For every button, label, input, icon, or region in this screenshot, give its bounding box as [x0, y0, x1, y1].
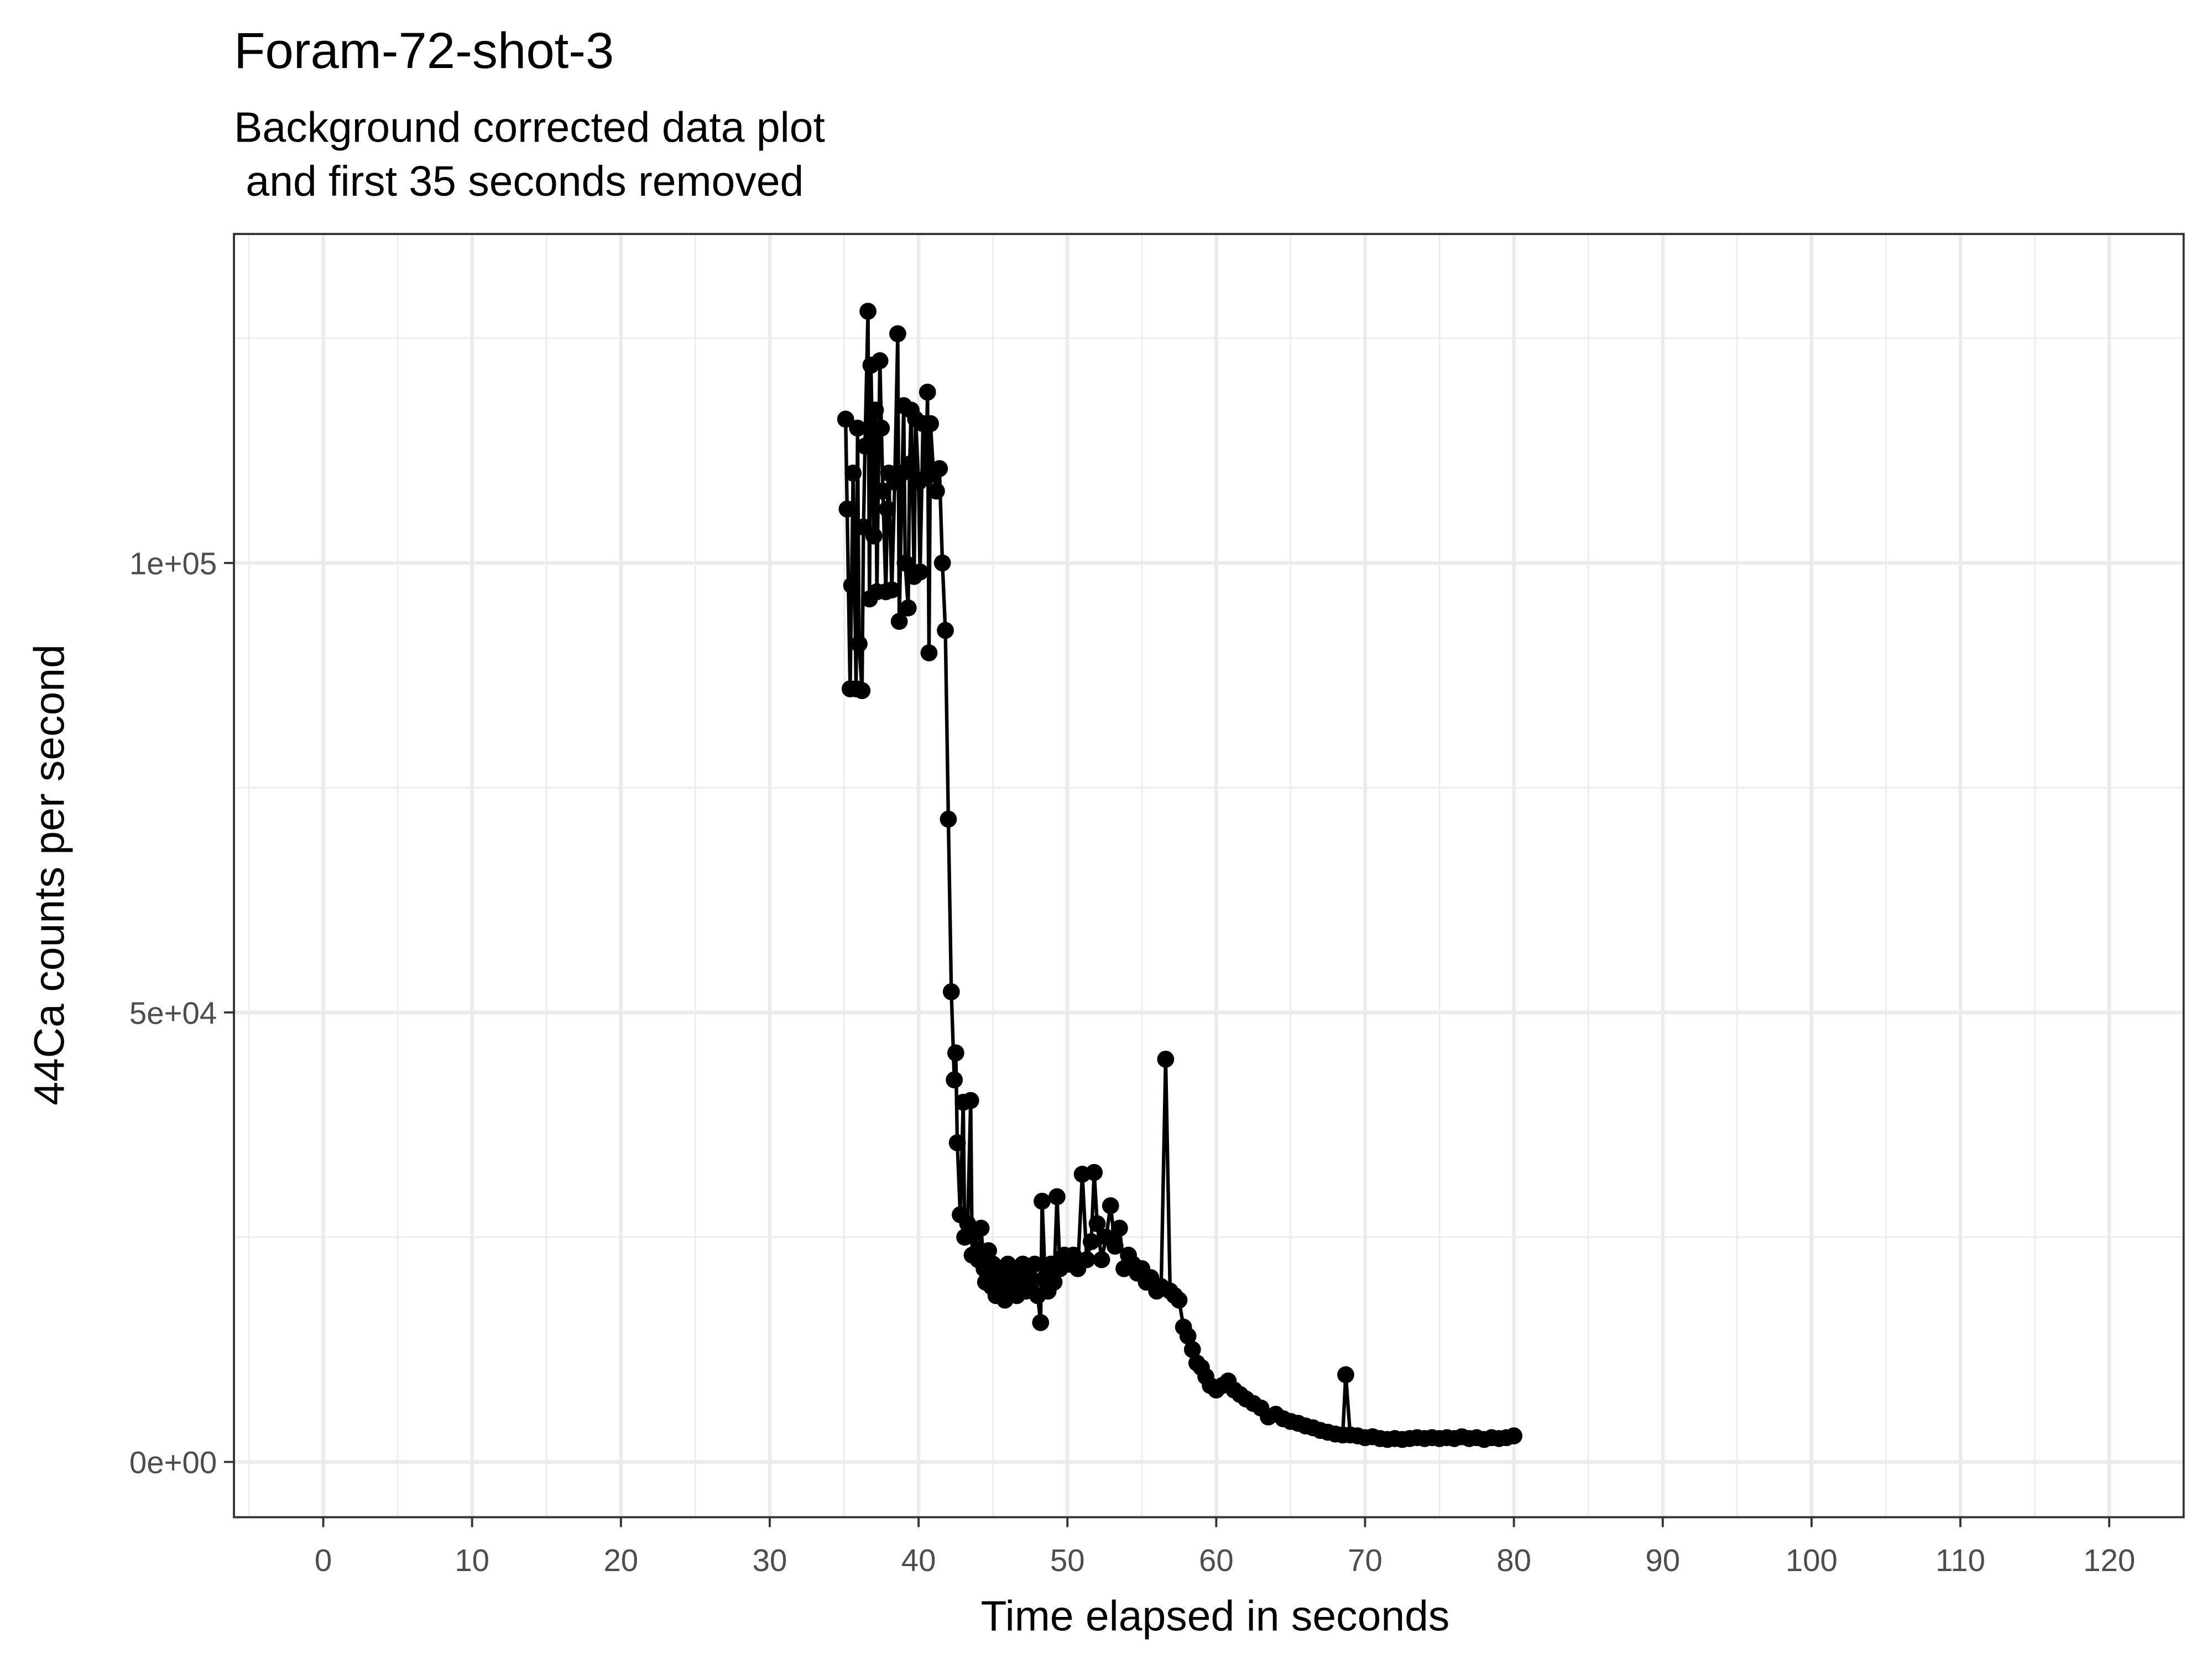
y-axis-title: 44Ca counts per second [25, 644, 73, 1105]
data-point [942, 983, 960, 1000]
data-point [849, 419, 867, 437]
data-point [865, 527, 883, 545]
data-point [946, 1071, 963, 1089]
data-point [856, 437, 874, 455]
data-point [853, 682, 871, 700]
x-tick-label: 80 [1496, 1543, 1531, 1578]
data-point [980, 1242, 997, 1259]
data-point [1078, 1251, 1095, 1269]
data-point [889, 325, 906, 342]
data-point [920, 644, 938, 661]
data-point [947, 1044, 964, 1062]
data-point [890, 613, 908, 630]
data-point [937, 622, 954, 639]
data-point [1086, 1164, 1103, 1181]
data-point [859, 302, 877, 320]
data-point [867, 401, 884, 419]
chart-subtitle: Background corrected data plot [234, 103, 825, 151]
x-tick-label: 10 [455, 1543, 489, 1578]
data-point [883, 581, 901, 599]
x-tick-label: 110 [1936, 1543, 1985, 1578]
x-tick-label: 20 [603, 1543, 638, 1578]
data-point [1183, 1341, 1201, 1358]
data-point [843, 577, 860, 594]
data-point [851, 635, 868, 653]
data-point [931, 460, 948, 477]
data-point [1093, 1251, 1110, 1269]
data-point [1048, 1188, 1066, 1206]
data-point [1034, 1192, 1051, 1210]
data-point [919, 383, 936, 401]
y-tick-label: 5e+04 [129, 995, 217, 1030]
data-point [873, 419, 890, 437]
data-point [1179, 1327, 1197, 1345]
x-tick-label: 0 [315, 1543, 332, 1578]
data-point [879, 500, 896, 518]
x-axis-title: Time elapsed in seconds [981, 1593, 1450, 1640]
data-point [1032, 1314, 1050, 1332]
x-tick-label: 30 [753, 1543, 787, 1578]
data-point [871, 352, 889, 369]
data-point [948, 1134, 966, 1151]
data-point [1170, 1291, 1188, 1309]
data-point [1023, 1274, 1041, 1291]
data-point [901, 455, 919, 473]
data-point [1065, 1246, 1082, 1264]
data-point [1082, 1233, 1100, 1250]
data-point [1337, 1366, 1354, 1384]
panel-border [233, 233, 2185, 1519]
x-tick-label: 70 [1348, 1543, 1383, 1578]
data-point [922, 415, 940, 432]
data-point [962, 1092, 979, 1109]
data-point [1157, 1050, 1175, 1068]
data-point [927, 482, 945, 500]
x-tick-label: 100 [1786, 1543, 1838, 1578]
x-tick-label: 60 [1199, 1543, 1234, 1578]
data-point [940, 810, 957, 828]
y-tick-label: 1e+05 [129, 546, 217, 581]
data-point [1026, 1255, 1044, 1273]
data-point [844, 465, 862, 482]
data-point [874, 482, 891, 500]
x-tick-label: 40 [901, 1543, 936, 1578]
data-point [1088, 1215, 1106, 1233]
data-point [896, 554, 914, 572]
data-point [1111, 1219, 1128, 1237]
x-tick-label: 120 [2083, 1543, 2135, 1578]
data-point [899, 599, 917, 617]
data-point [1505, 1427, 1523, 1444]
plot-area: 0 10 20 30 40 50 60 70 80 90 100 110 120 0e+00 5e+04 1e… [129, 233, 2185, 1578]
y-tick-label: 0e+00 [129, 1445, 217, 1480]
data-point [838, 500, 856, 518]
chart-title: Foram-72-shot-3 [234, 22, 614, 79]
x-tick-label: 50 [1050, 1543, 1085, 1578]
data-point [1045, 1274, 1063, 1291]
data-point [911, 563, 929, 581]
data-point [1106, 1238, 1124, 1255]
data-point [1102, 1197, 1119, 1214]
data-point [933, 554, 951, 572]
data-point [837, 410, 854, 428]
chart-subtitle: and first 35 seconds removed [234, 158, 804, 205]
data-point [972, 1219, 990, 1237]
x-tick-label: 90 [1645, 1543, 1680, 1578]
